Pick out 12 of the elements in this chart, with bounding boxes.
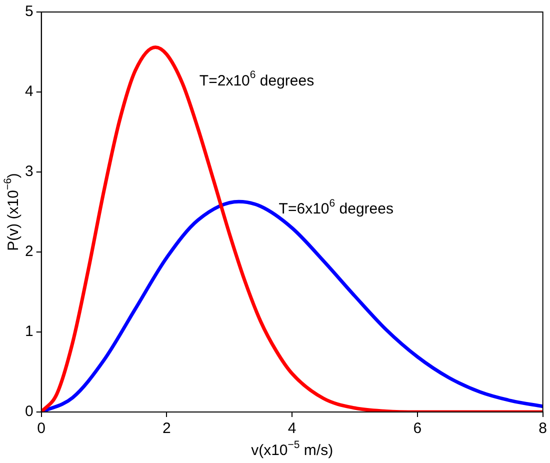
x-tick-label: 0	[37, 420, 46, 438]
x-tick-label: 8	[538, 420, 547, 438]
y-tick-label: 5	[25, 3, 34, 20]
y-tick-label: 3	[25, 163, 34, 180]
y-tick-label: 1	[25, 323, 34, 340]
y-tick-label: 2	[25, 243, 34, 260]
x-tick-label: 2	[162, 420, 171, 438]
y-tick-label: 4	[25, 83, 34, 100]
y-tick-label: 0	[25, 403, 34, 420]
y-axis-title: P(v) (x10−6)	[2, 173, 22, 251]
x-tick-label: 6	[413, 420, 422, 438]
x-tick-label: 4	[288, 420, 296, 438]
